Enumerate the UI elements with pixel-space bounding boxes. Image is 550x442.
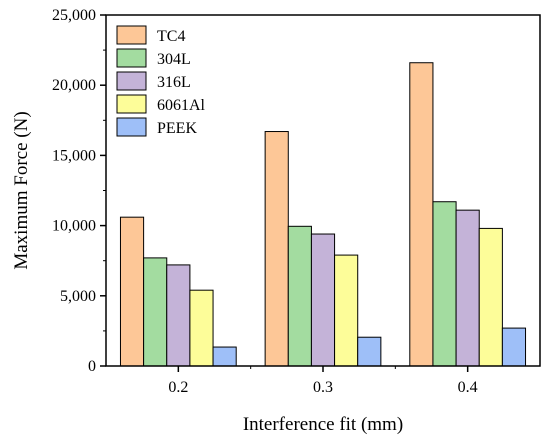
legend-swatch-peek — [116, 117, 147, 137]
x-tick-label: 0.4 — [458, 379, 478, 396]
x-tick-label: 0.3 — [313, 379, 333, 396]
legend-swatch-tc4 — [116, 25, 147, 45]
bar-316l-0.2 — [166, 264, 191, 367]
x-tick-label: 0.2 — [168, 379, 188, 396]
bar-316l-0.4 — [455, 209, 480, 367]
bar-6061al-0.4 — [478, 227, 503, 367]
y-tick-label: 5,000 — [60, 288, 96, 305]
bar-6061al-0.2 — [189, 289, 214, 367]
y-tick-label: 25,000 — [52, 7, 96, 24]
y-axis-title: Maximum Force (N) — [11, 111, 32, 269]
bar-304l-0.4 — [432, 201, 457, 367]
bar-peek-0.2 — [212, 346, 237, 367]
legend-swatch-316l — [116, 71, 147, 91]
legend-label-6061al: 6061Al — [157, 97, 206, 114]
bars-group — [119, 62, 527, 367]
legend-label-tc4: TC4 — [157, 28, 185, 45]
bar-304l-0.3 — [287, 225, 312, 367]
bar-6061al-0.3 — [334, 254, 359, 367]
ticks-group: 0.2 0.3 0.4 0 5,000 10,000 15,000 20,000 25,000 — [52, 7, 478, 396]
legend-swatch-6061al — [116, 94, 147, 114]
bar-tc4-0.4 — [409, 62, 434, 367]
y-tick-label: 20,000 — [52, 77, 96, 94]
bar-tc4-0.2 — [119, 216, 145, 367]
x-axis-title: Interference fit (mm) — [243, 414, 403, 435]
y-tick-label: 15,000 — [52, 147, 96, 164]
legend: TC4 304L 316L 6061Al PEEK — [116, 25, 206, 137]
bar-304l-0.2 — [143, 257, 168, 367]
legend-label-316l: 316L — [157, 74, 191, 91]
bar-tc4-0.3 — [264, 131, 289, 367]
legend-swatch-304l — [116, 48, 147, 68]
bar-peek-0.3 — [357, 336, 382, 367]
bar-316l-0.3 — [310, 233, 336, 367]
bar-peek-0.4 — [501, 327, 527, 367]
legend-label-304l: 304L — [157, 51, 191, 68]
y-tick-label: 10,000 — [52, 218, 96, 235]
legend-label-peek: PEEK — [157, 120, 197, 137]
y-tick-label: 0 — [88, 358, 96, 375]
